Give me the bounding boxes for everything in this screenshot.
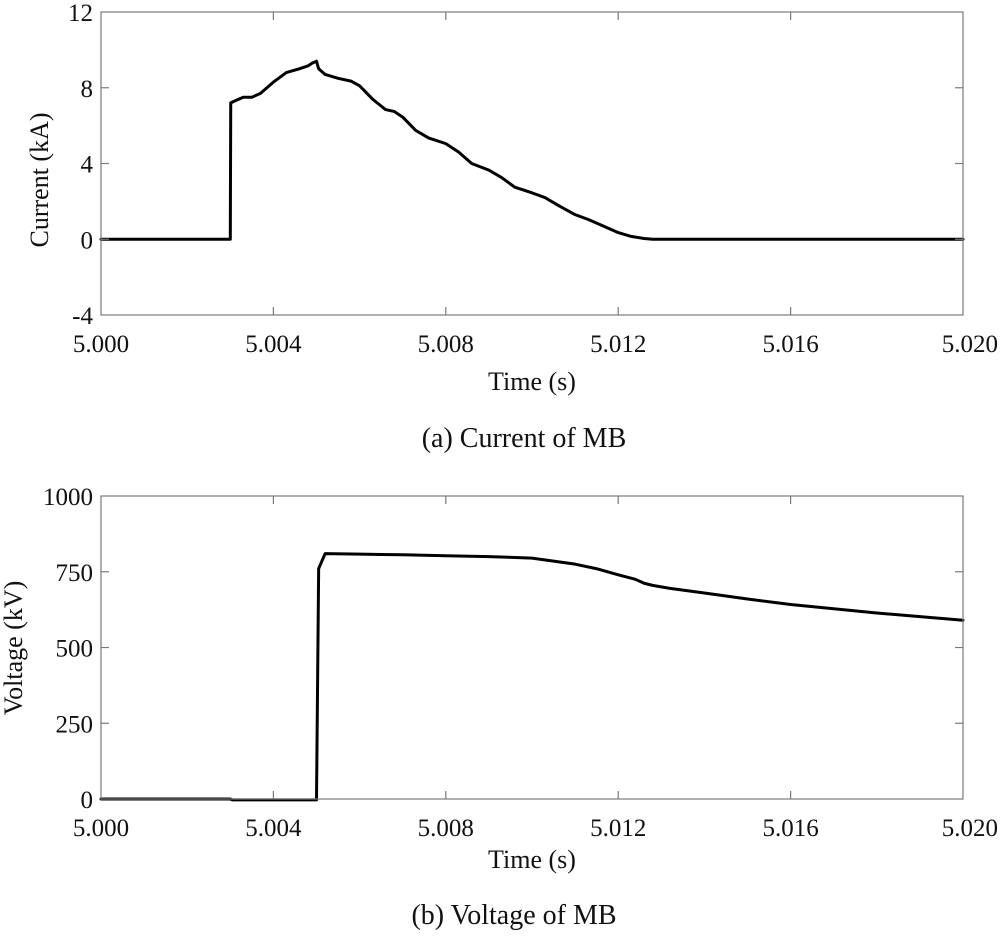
voltage-x-tick-label: 5.000 — [73, 815, 129, 842]
current-y-tick-label: 12 — [68, 0, 93, 27]
current-chart-caption: (a) Current of MB — [422, 423, 627, 454]
voltage-y-tick-label: 1000 — [43, 484, 93, 511]
voltage-y-tick-label: 0 — [81, 787, 94, 814]
voltage-y-axis: 0 250 500 750 1000 — [43, 484, 963, 814]
current-y-tick-label: 0 — [81, 227, 94, 254]
voltage-y-tick-label: 500 — [56, 636, 94, 663]
voltage-x-tick-label: 5.012 — [590, 815, 646, 842]
current-x-axis: 5.000 5.004 5.008 5.012 5.016 5.020 — [73, 12, 998, 358]
voltage-x-tick-label: 5.008 — [418, 815, 474, 842]
current-y-axis: -4 0 4 8 12 — [68, 0, 963, 330]
current-x-tick-label: 5.008 — [418, 331, 474, 358]
voltage-x-tick-label: 5.004 — [245, 815, 302, 842]
voltage-y-tick-label: 750 — [56, 560, 94, 587]
current-y-tick-label: -4 — [72, 303, 93, 330]
current-x-axis-title: Time (s) — [488, 367, 576, 396]
voltage-x-axis-title: Time (s) — [488, 845, 576, 874]
voltage-chart-caption: (b) Voltage of MB — [411, 900, 616, 931]
voltage-plot-frame — [100, 495, 964, 800]
current-x-tick-label: 5.004 — [245, 331, 302, 358]
current-x-tick-label: 5.016 — [762, 331, 818, 358]
voltage-y-tick-label: 250 — [56, 711, 94, 738]
current-y-tick-label: 8 — [81, 76, 94, 103]
voltage-series-line — [99, 552, 965, 802]
current-x-tick-label: 5.020 — [942, 331, 998, 358]
current-series-line — [99, 59, 965, 241]
voltage-x-tick-label: 5.020 — [942, 815, 998, 842]
voltage-chart-panel: 5.000 5.004 5.008 5.012 5.016 5.020 0 250 500 75… — [0, 484, 998, 931]
current-chart-panel: 5.000 5.004 5.008 5.012 5.016 5.020 -4 0 4 8 12 T… — [25, 0, 998, 454]
voltage-x-axis: 5.000 5.004 5.008 5.012 5.016 5.020 — [73, 496, 998, 842]
current-y-tick-label: 4 — [81, 152, 94, 179]
current-x-tick-label: 5.012 — [590, 331, 646, 358]
voltage-y-axis-title: Voltage (kV) — [0, 581, 28, 716]
current-y-axis-title: Current (kA) — [25, 112, 54, 247]
voltage-x-tick-label: 5.016 — [762, 815, 818, 842]
current-x-tick-label: 5.000 — [73, 331, 129, 358]
